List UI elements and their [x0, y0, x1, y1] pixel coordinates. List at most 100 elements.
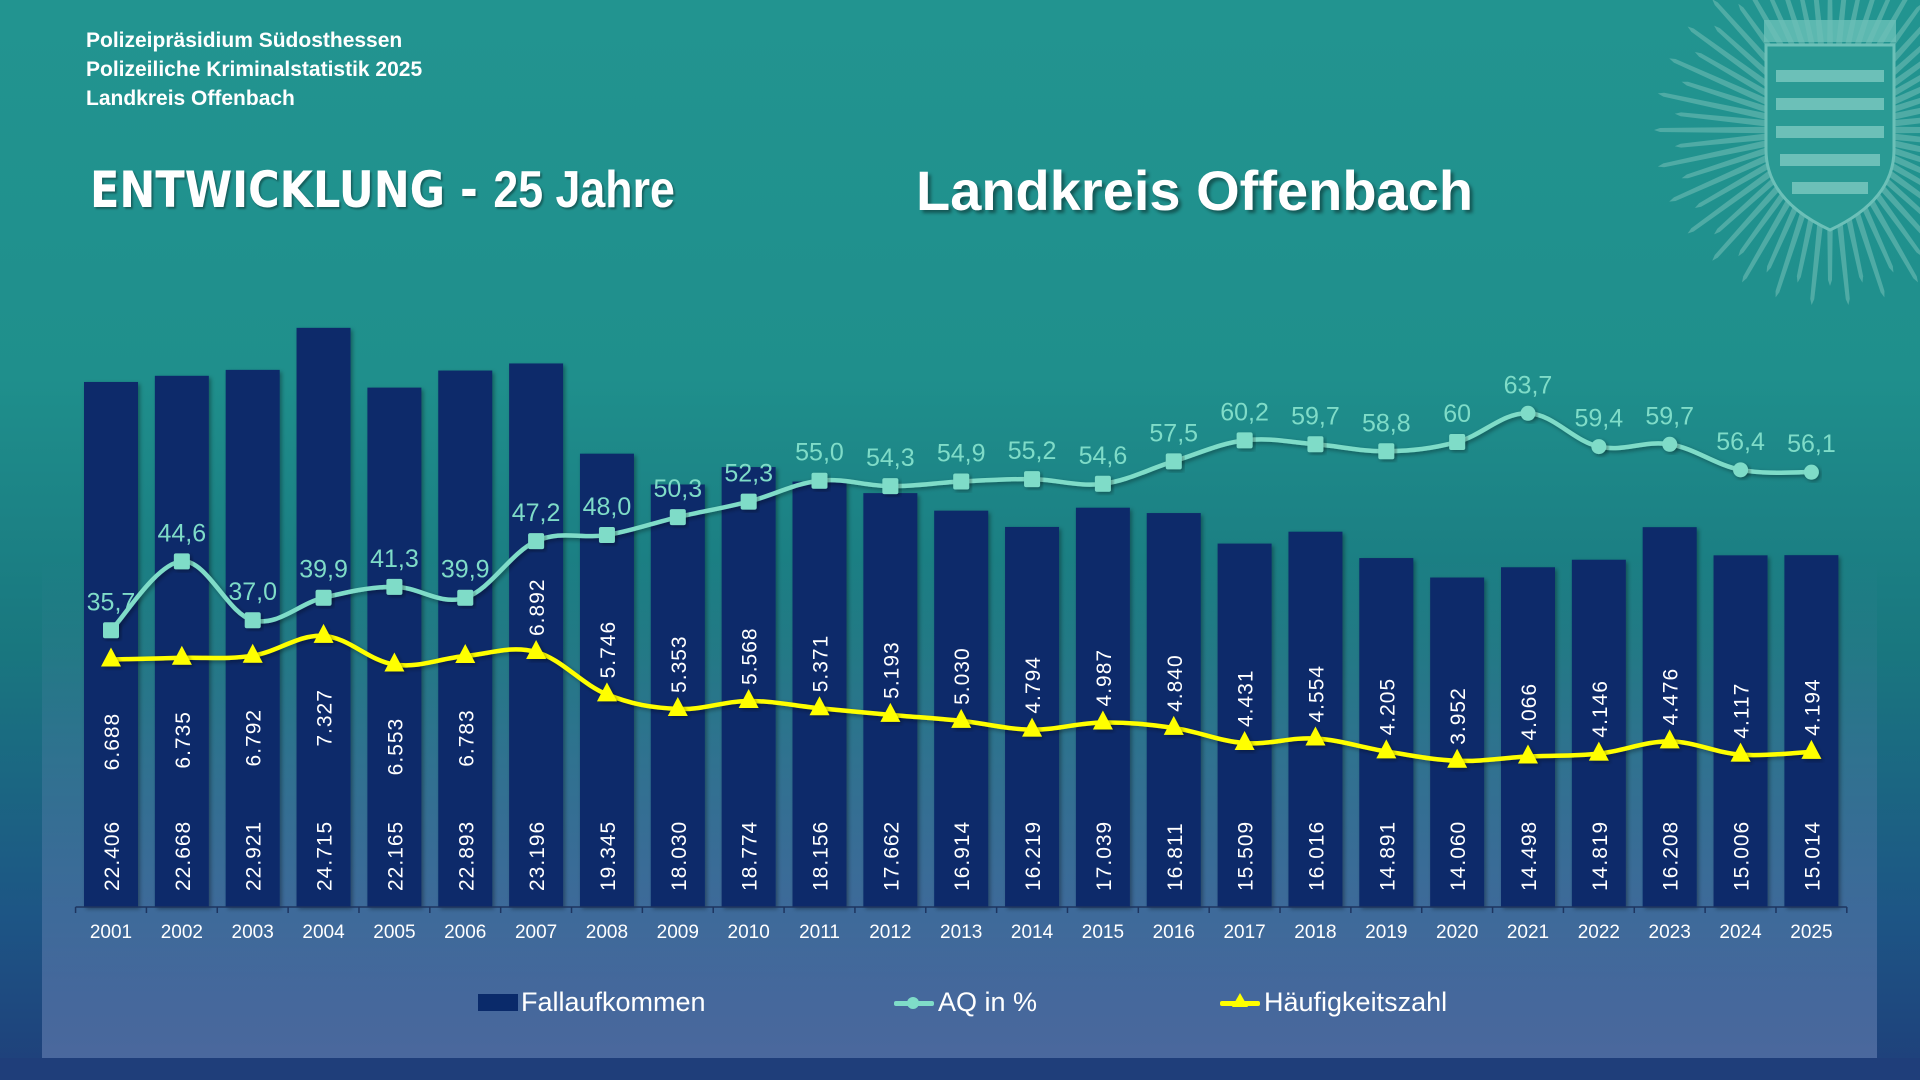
bar-value-label: 22.893: [455, 821, 478, 891]
hz-value-label: 6.553: [384, 718, 407, 776]
hz-point: [1447, 748, 1468, 768]
bar-2009: [650, 484, 705, 907]
aq-value-label: 39,9: [299, 556, 348, 584]
x-tick-label: 2024: [1719, 922, 1762, 943]
aq-series: 35,7 44,6 37,0 39,9 41,3 39,9 47,2 48,0 50,3 52,3…: [87, 371, 1836, 639]
bar-2014: [1005, 526, 1060, 907]
x-tick-label: 2017: [1223, 922, 1265, 943]
hz-point: [1163, 715, 1184, 735]
bar-2021: [1501, 567, 1555, 907]
aq-value-label: 56,4: [1716, 428, 1765, 456]
aq-point: [598, 526, 615, 543]
legend-bar-swatch-icon: [478, 994, 518, 1011]
bar-value-label: 24.715: [314, 821, 337, 891]
aq-value-label: 59,7: [1645, 402, 1694, 430]
aq-point: [811, 472, 828, 489]
aq-point: [669, 509, 686, 526]
title-entwicklung: ENTWICKLUNG -: [90, 161, 478, 219]
hz-point: [313, 623, 334, 643]
aq-point: [1803, 464, 1819, 480]
x-tick-label: 2008: [586, 922, 628, 943]
hz-value-label: 4.194: [1801, 678, 1824, 736]
hz-point: [667, 696, 688, 716]
aq-point: [1094, 475, 1111, 492]
hz-point: [171, 645, 192, 665]
chart-legend: Fallaufkommen AQ in % Häufigkeitszahl: [0, 987, 1920, 1023]
aq-point: [103, 622, 119, 639]
bar-2004: [296, 327, 351, 907]
aq-point: [173, 553, 190, 570]
aq-value-label: 55,2: [1008, 437, 1057, 465]
aq-value-label: 54,9: [937, 439, 986, 467]
bar-2015: [1075, 507, 1130, 907]
x-tick-label: 2021: [1507, 922, 1549, 943]
aq-value-label: 35,7: [87, 588, 136, 616]
aq-point: [1236, 432, 1253, 449]
page-title-left: ENTWICKLUNG - 25 Jahre: [90, 160, 675, 220]
bar-2011: [792, 481, 847, 907]
hz-point: [1376, 739, 1397, 759]
x-tick-label: 2007: [515, 922, 557, 943]
x-axis: 2001 2002 2003 2004 2005 2006 2007 2008 2009 2010…: [74, 906, 1848, 943]
hz-value-label: 6.783: [455, 709, 478, 767]
bar-value-label: 16.208: [1660, 821, 1683, 891]
hz-value-label: 4.146: [1589, 680, 1612, 738]
header-block: Polizeipräsidium Südosthessen Polizeilic…: [86, 26, 422, 113]
bar-value-label: 19.345: [597, 821, 620, 891]
bar-2001: [84, 381, 138, 907]
header-line-stat: Polizeiliche Kriminalstatistik 2025: [86, 58, 423, 81]
hz-point: [101, 647, 121, 667]
x-tick-label: 2023: [1649, 922, 1691, 943]
aq-point: [1024, 471, 1041, 488]
hz-value-label: 4.794: [1022, 656, 1045, 714]
hz-value-label: 5.746: [597, 621, 620, 679]
bar-value-label: 22.921: [243, 821, 266, 891]
hz-value-label: 5.371: [810, 635, 833, 693]
hz-value-label: 7.327: [314, 689, 337, 747]
legend-label: Häufigkeitszahl: [1264, 987, 1448, 1017]
aq-value-label: 54,6: [1079, 442, 1128, 470]
hz-value-label: 5.193: [880, 641, 903, 699]
hz-point: [1518, 744, 1538, 764]
bar-value-label: 22.668: [172, 821, 195, 891]
bar-value-label: 16.914: [951, 821, 974, 891]
aq-value-label: 52,3: [724, 460, 773, 488]
legend-item-fallaufkommen: Fallaufkommen: [478, 987, 706, 1018]
aq-point: [1591, 439, 1607, 455]
bar-2018: [1288, 531, 1343, 907]
bar-value-label: 18.030: [668, 821, 691, 891]
bar-value-label: 16.811: [1164, 822, 1187, 891]
aq-value-label: 37,0: [228, 578, 277, 606]
bar-value-label: 15.006: [1731, 821, 1754, 891]
aq-value-label: 39,9: [441, 556, 490, 584]
bar-2019: [1359, 558, 1414, 907]
title-years: 25 Jahre: [493, 161, 675, 219]
hz-value-label: 6.735: [172, 711, 195, 769]
bar-value-label: 14.819: [1589, 821, 1612, 891]
x-tick-label: 2013: [940, 922, 982, 943]
aq-point: [528, 533, 545, 550]
x-tick-label: 2002: [161, 922, 203, 943]
bar-value-label: 17.662: [880, 821, 903, 891]
x-tick-label: 2012: [869, 922, 911, 943]
x-tick-label: 2018: [1294, 922, 1336, 943]
aq-point: [457, 589, 474, 606]
aq-value-label: 41,3: [370, 545, 419, 573]
page-title-right: Landkreis Offenbach: [916, 159, 1474, 222]
hz-value-label: 5.030: [951, 647, 974, 705]
bar-2010: [721, 467, 776, 907]
aq-point: [1733, 462, 1749, 478]
hz-value-label: 5.568: [739, 627, 762, 685]
hz-point: [526, 639, 547, 659]
aq-point: [386, 578, 403, 595]
hz-point: [1092, 710, 1113, 730]
hz-value-label: 4.205: [1376, 678, 1399, 736]
hz-value-label: 4.117: [1731, 683, 1754, 739]
hz-point: [1305, 726, 1326, 746]
x-tick-label: 2014: [1011, 922, 1054, 943]
aq-point: [882, 478, 899, 495]
hz-value-label: 4.987: [1093, 649, 1116, 707]
bar-value-label: 15.014: [1801, 821, 1824, 891]
hz-point: [1730, 742, 1751, 762]
hz-point: [809, 696, 830, 716]
